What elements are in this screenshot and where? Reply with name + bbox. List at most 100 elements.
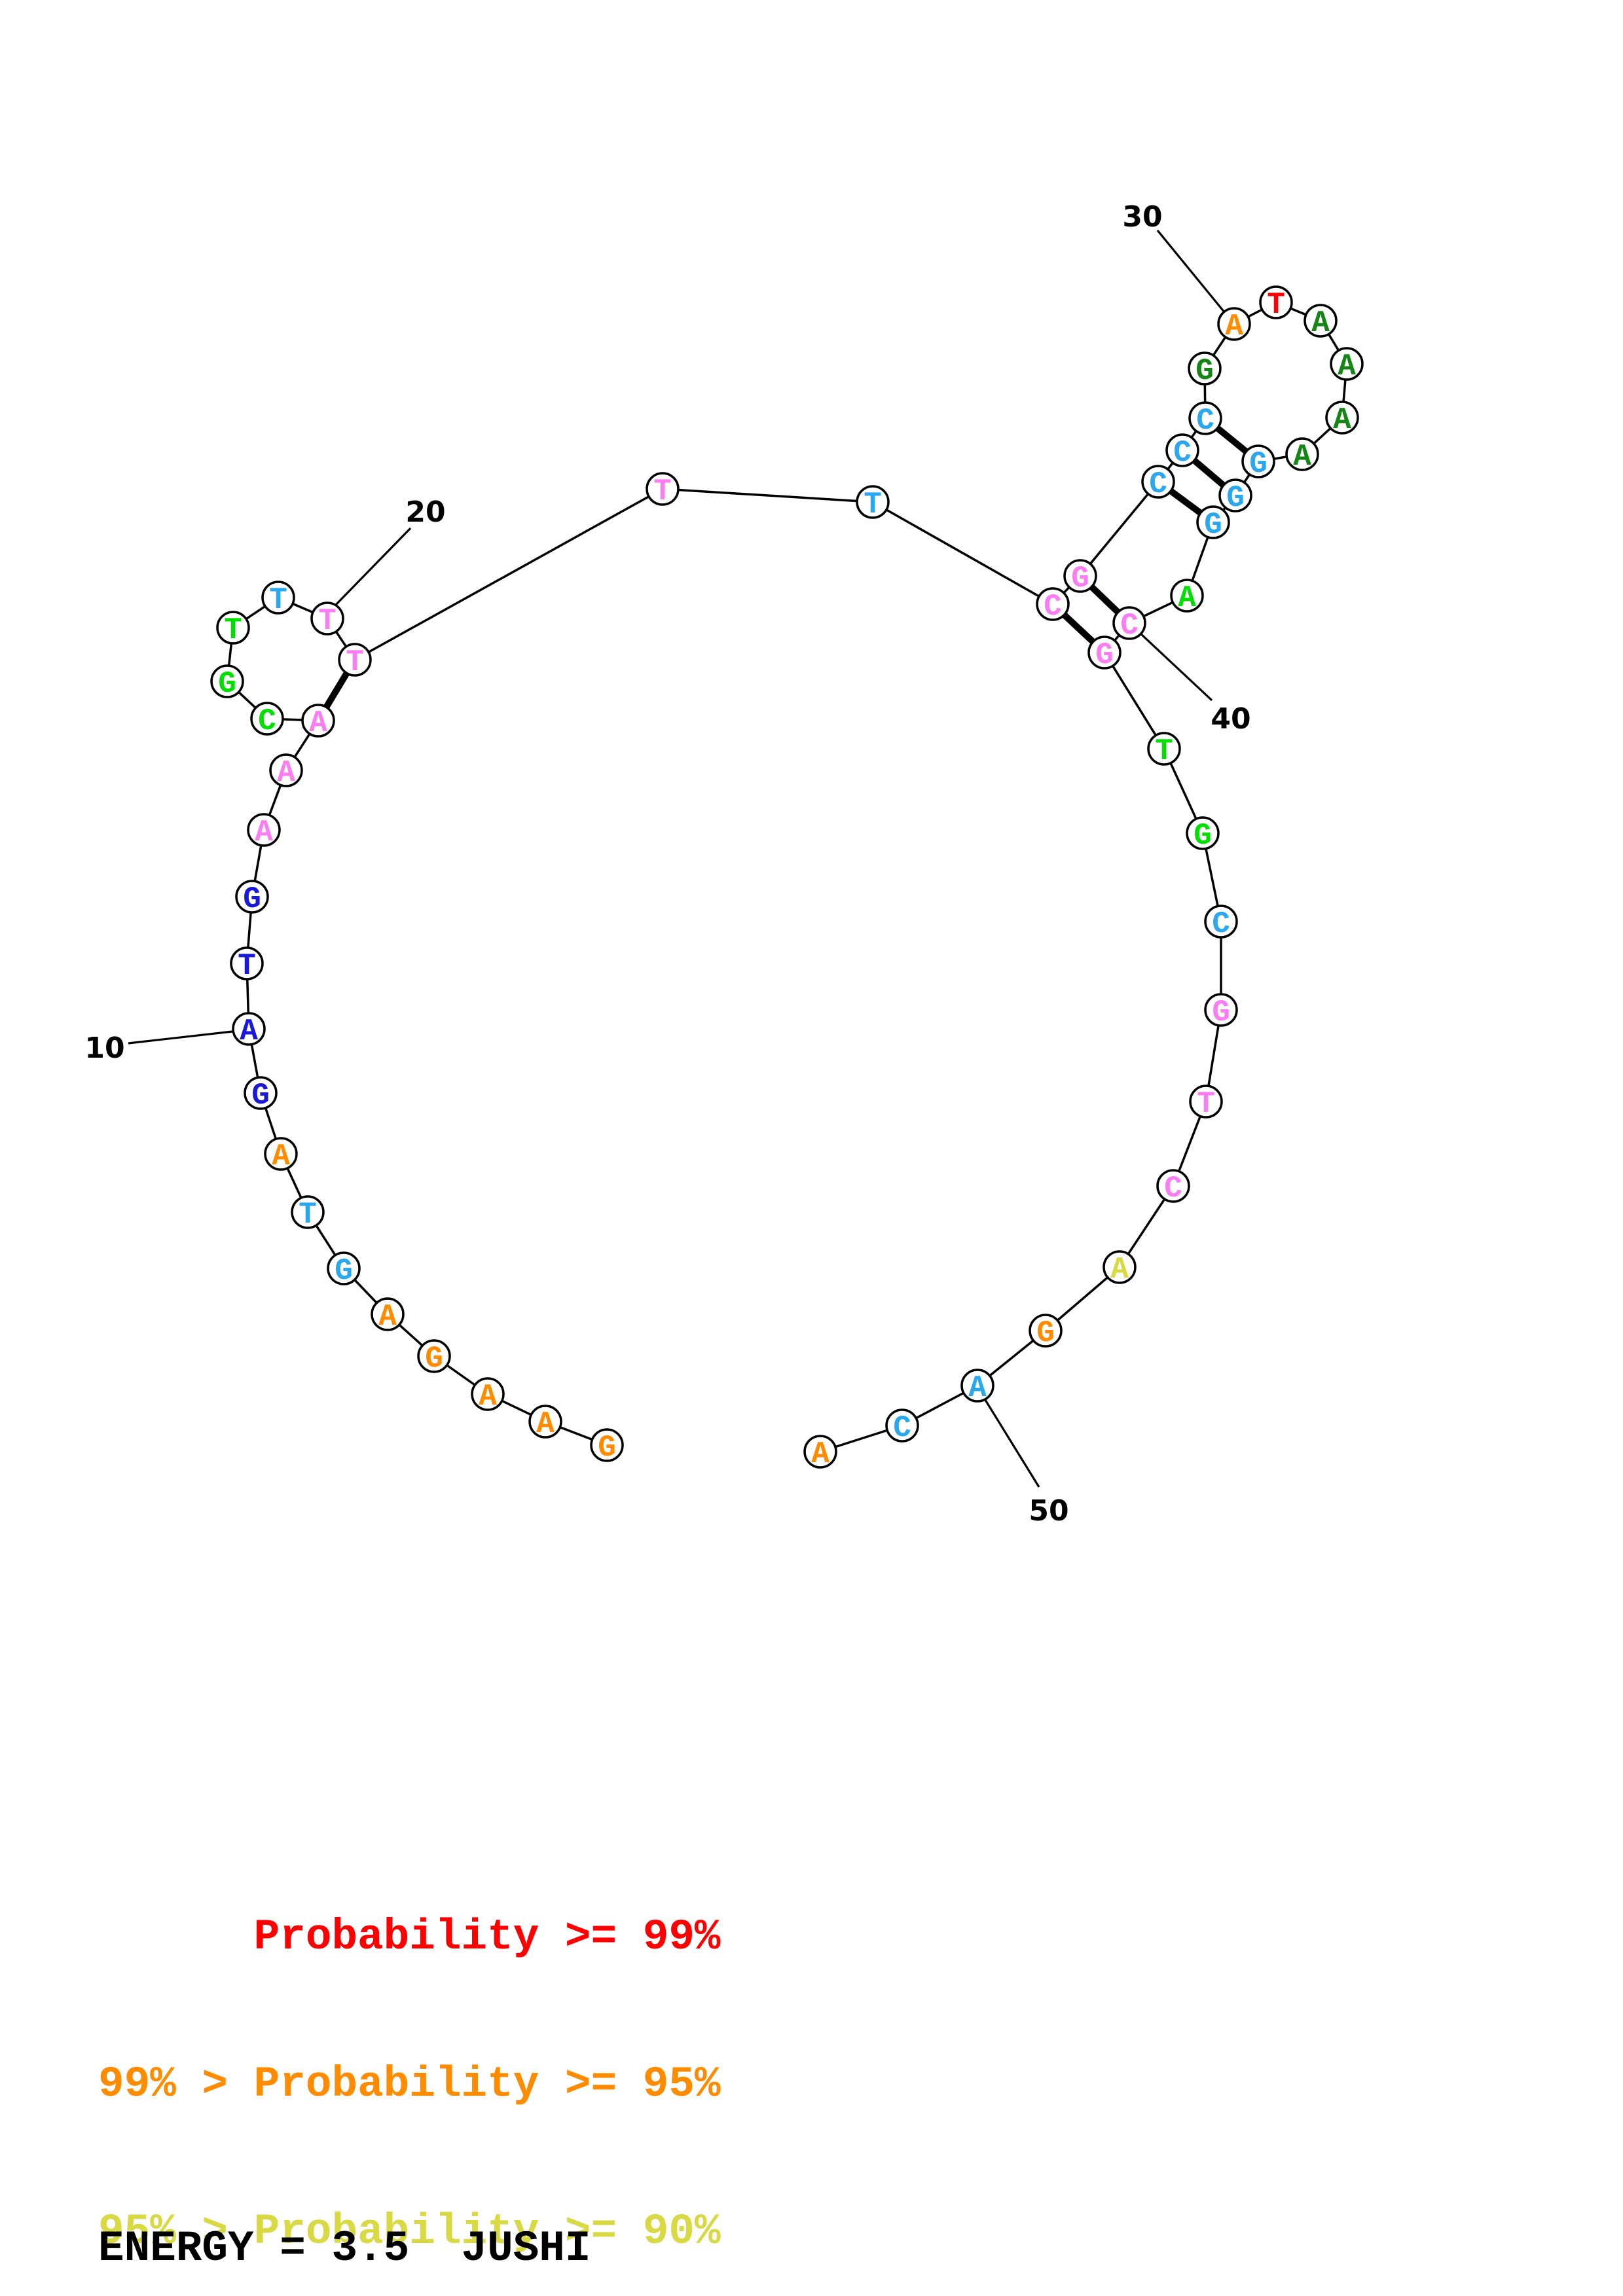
nucleotide-G17 <box>210 664 244 698</box>
legend-line-p90: 95% > Probability >= 90% <box>98 2207 721 2256</box>
nucleotide-A39 <box>1170 579 1204 613</box>
nucleotide-T46 <box>1189 1085 1223 1119</box>
base-letter-4: G <box>425 1342 443 1376</box>
nucleotide-G41 <box>1087 636 1122 670</box>
nucleotide-A5 <box>371 1297 405 1331</box>
base-letter-47: C <box>1164 1172 1182 1206</box>
base-letter-11: T <box>238 949 256 983</box>
position-label-40: 40 <box>1211 702 1250 736</box>
nucleotide-T42 <box>1147 732 1181 766</box>
nucleotide-G38 <box>1196 505 1230 539</box>
nucleotide-A33 <box>1330 347 1364 381</box>
nucleotide-A34 <box>1325 401 1359 435</box>
base-letter-16: C <box>258 704 276 738</box>
base-letter-28: C <box>1196 404 1214 438</box>
nucleotide-A30 <box>1217 307 1251 341</box>
base-letter-21: T <box>346 645 364 679</box>
nucleotide-T7 <box>291 1195 325 1229</box>
nucleotide-A2 <box>528 1405 562 1439</box>
base-letter-23: T <box>864 488 882 522</box>
nucleotide-A3 <box>471 1377 505 1411</box>
base-letter-8: A <box>272 1139 290 1174</box>
position-label-pointer <box>128 1030 233 1045</box>
nucleotide-G12 <box>235 880 269 914</box>
nucleotide-A15 <box>301 704 335 738</box>
position-label-20: 20 <box>405 495 445 529</box>
base-letter-30: A <box>1225 310 1243 344</box>
probability-legend: Probability >= 99% 99% > Probability >= … <box>98 1814 721 2296</box>
base-letter-48: A <box>1110 1253 1129 1287</box>
nucleotide-G43 <box>1186 816 1220 850</box>
base-letter-38: G <box>1204 508 1222 542</box>
base-letter-46: T <box>1197 1087 1215 1121</box>
base-letter-37: G <box>1226 481 1245 515</box>
nucleotide-A13 <box>247 813 281 847</box>
base-letter-1: G <box>598 1431 616 1465</box>
nucleotide-G9 <box>244 1076 278 1110</box>
nucleotide-A14 <box>269 753 303 787</box>
base-letter-18: T <box>224 613 242 647</box>
nucleotide-G6 <box>327 1251 361 1285</box>
base-letter-34: A <box>1333 403 1351 437</box>
position-label-30: 30 <box>1122 200 1162 234</box>
base-letter-12: G <box>243 882 261 916</box>
base-letter-29: G <box>1195 354 1214 388</box>
nucleotide-G29 <box>1188 351 1222 386</box>
position-label-pointer <box>984 1399 1040 1488</box>
nucleotide-C47 <box>1156 1169 1190 1203</box>
base-letter-5: A <box>378 1300 397 1334</box>
base-letter-50: A <box>968 1371 987 1405</box>
nucleotide-T18 <box>216 611 250 645</box>
base-letter-22: T <box>653 475 672 509</box>
backbone-link <box>872 501 1053 605</box>
base-letter-26: C <box>1149 467 1167 501</box>
backbone-link <box>1079 480 1159 577</box>
base-letter-39: A <box>1178 581 1196 615</box>
backbone-link <box>662 488 873 503</box>
nucleotide-C44 <box>1204 905 1238 939</box>
nucleotide-G1 <box>590 1428 624 1462</box>
nucleotide-A8 <box>264 1137 298 1171</box>
nucleotide-T31 <box>1259 285 1293 319</box>
base-letter-49: G <box>1036 1316 1055 1350</box>
nucleotide-T11 <box>230 946 264 980</box>
nucleotide-C40 <box>1112 606 1146 640</box>
nucleotide-C24 <box>1036 587 1070 621</box>
nucleotide-G37 <box>1218 478 1252 512</box>
base-letter-13: A <box>255 816 273 850</box>
base-letter-32: A <box>1311 306 1330 340</box>
nucleotide-A48 <box>1103 1250 1137 1284</box>
base-letter-45: G <box>1212 996 1230 1030</box>
base-letter-44: C <box>1212 907 1230 941</box>
nucleotide-A35 <box>1285 437 1319 471</box>
base-letter-17: G <box>218 667 236 701</box>
nucleotide-C51 <box>885 1408 919 1443</box>
base-letter-2: A <box>536 1407 555 1441</box>
base-letter-20: T <box>318 604 337 638</box>
base-letter-6: G <box>335 1254 353 1288</box>
base-letter-24: C <box>1044 590 1062 624</box>
nucleotide-A10 <box>232 1012 266 1046</box>
base-letter-42: T <box>1155 734 1173 768</box>
position-label-pointer <box>334 527 412 607</box>
nucleotide-T21 <box>338 643 372 677</box>
nucleotide-T22 <box>646 472 680 506</box>
backbone-link <box>354 488 663 661</box>
nucleotide-C26 <box>1141 465 1175 499</box>
nucleotide-G36 <box>1241 444 1275 478</box>
base-letter-41: G <box>1095 638 1114 672</box>
position-label-50: 50 <box>1029 1494 1068 1528</box>
nucleotide-G49 <box>1029 1314 1063 1348</box>
legend-line-p99: Probability >= 99% <box>253 1912 721 1962</box>
nucleotide-G45 <box>1204 993 1238 1027</box>
base-letter-40: C <box>1120 609 1139 643</box>
nucleotide-C27 <box>1165 433 1199 467</box>
nucleotide-T23 <box>856 485 890 519</box>
position-label-pointer <box>1156 229 1226 314</box>
nucleotide-T19 <box>261 581 295 615</box>
base-letter-43: G <box>1194 819 1212 853</box>
base-letter-51: C <box>893 1411 911 1445</box>
base-letter-52: A <box>811 1437 830 1471</box>
